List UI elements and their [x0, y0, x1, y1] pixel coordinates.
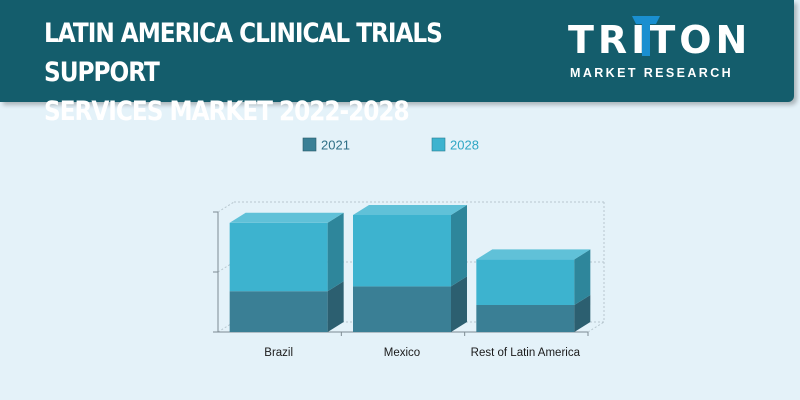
bar-side — [451, 276, 467, 332]
bar-front — [353, 286, 451, 332]
legend-swatch — [302, 137, 317, 152]
bar-front — [353, 215, 451, 287]
bar-front — [476, 259, 575, 305]
bar-side — [574, 295, 591, 332]
bar-front — [229, 291, 328, 332]
legend-swatch — [431, 137, 446, 152]
bar-top — [353, 205, 467, 215]
bar-mexico-2021 — [353, 276, 467, 332]
legend-label: 2021 — [321, 138, 350, 153]
triton-logo: TRITON MARKET RESEARCH — [568, 16, 758, 84]
x-axis-depth — [587, 321, 605, 333]
bar-top — [476, 249, 591, 260]
bar-rest-of-latin-america-2021 — [476, 295, 591, 332]
bar-rest-of-latin-america-2028 — [476, 249, 591, 305]
bar-brazil-2028 — [229, 212, 344, 292]
page-title: LATIN AMERICA CLINICAL TRIALS SUPPORT SE… — [44, 14, 491, 131]
bar-side — [451, 205, 467, 287]
legend-item-2021: 2021 — [302, 137, 350, 153]
bar-mexico-2028 — [353, 205, 467, 287]
x-tick-label: Mexico — [384, 347, 420, 359]
bar-front — [229, 222, 328, 292]
bars-layer — [229, 205, 591, 332]
gridline-side — [217, 261, 235, 273]
x-tick-label: Rest of Latin America — [471, 347, 581, 359]
bar-brazil-2021 — [229, 281, 344, 332]
chart-legend: 2021 2028 — [302, 137, 479, 153]
logo-wordmark: TRITON — [568, 18, 752, 62]
title-line-1: LATIN AMERICA CLINICAL TRIALS SUPPORT — [44, 18, 443, 88]
bar-side — [574, 249, 591, 305]
logo-accent-mark — [632, 16, 660, 56]
legend-item-2028: 2028 — [431, 137, 479, 153]
bar-front — [476, 305, 575, 332]
bar-top — [229, 212, 344, 223]
gridline-side — [217, 321, 235, 333]
title-line-2: SERVICES MARKET 2022-2028 — [44, 96, 410, 127]
logo-tagline: MARKET RESEARCH — [570, 66, 734, 80]
bar-side — [327, 281, 344, 332]
bar-side — [327, 212, 344, 292]
header-banner: LATIN AMERICA CLINICAL TRIALS SUPPORT SE… — [0, 0, 794, 127]
gridline-side — [217, 201, 235, 213]
x-tick-label: Brazil — [264, 347, 293, 359]
legend-label: 2028 — [450, 138, 479, 153]
